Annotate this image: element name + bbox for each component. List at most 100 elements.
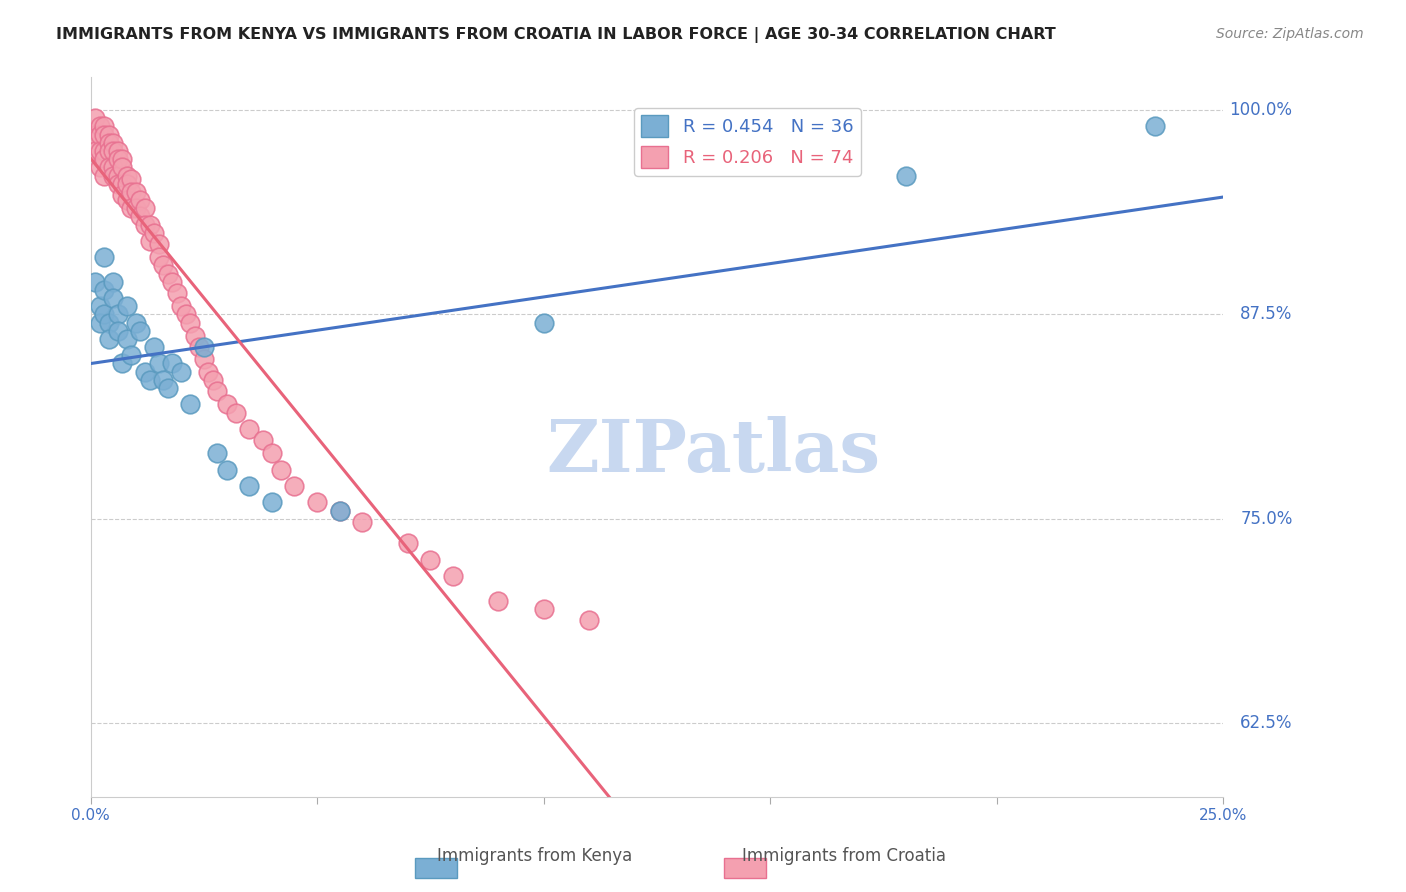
Point bbox=[238, 422, 260, 436]
Point bbox=[120, 185, 142, 199]
Point bbox=[166, 286, 188, 301]
Point bbox=[352, 515, 374, 529]
Point bbox=[97, 128, 120, 142]
Point bbox=[238, 479, 260, 493]
Point bbox=[329, 503, 352, 517]
Point bbox=[93, 152, 115, 166]
Point bbox=[89, 128, 111, 142]
Point bbox=[93, 128, 115, 142]
Point bbox=[107, 324, 129, 338]
Point bbox=[179, 316, 201, 330]
Point bbox=[107, 152, 129, 166]
Point bbox=[260, 495, 283, 509]
Point bbox=[89, 161, 111, 175]
Point bbox=[160, 357, 183, 371]
Point bbox=[533, 601, 555, 615]
Point bbox=[107, 308, 129, 322]
Point bbox=[97, 161, 120, 175]
Point bbox=[115, 177, 138, 191]
Text: 75.0%: 75.0% bbox=[1240, 510, 1292, 528]
Point bbox=[107, 144, 129, 158]
Point bbox=[134, 201, 156, 215]
Point bbox=[156, 267, 179, 281]
Point bbox=[134, 365, 156, 379]
Point bbox=[93, 169, 115, 183]
Point bbox=[225, 405, 247, 419]
Point bbox=[111, 161, 134, 175]
Point bbox=[270, 463, 292, 477]
Point bbox=[115, 193, 138, 207]
Point bbox=[148, 250, 170, 264]
Point bbox=[125, 201, 148, 215]
Point bbox=[103, 169, 125, 183]
Point bbox=[103, 161, 125, 175]
Point bbox=[84, 275, 107, 289]
Point bbox=[170, 299, 193, 313]
Point bbox=[148, 237, 170, 252]
Point bbox=[188, 340, 211, 354]
Point bbox=[160, 275, 183, 289]
Point bbox=[307, 495, 329, 509]
Point bbox=[152, 259, 174, 273]
Point bbox=[97, 144, 120, 158]
Point bbox=[84, 144, 107, 158]
Point bbox=[120, 201, 142, 215]
Point bbox=[103, 136, 125, 150]
Text: ZIPatlas: ZIPatlas bbox=[547, 416, 880, 487]
Point bbox=[97, 316, 120, 330]
Point bbox=[89, 316, 111, 330]
Point bbox=[143, 340, 166, 354]
Text: IMMIGRANTS FROM KENYA VS IMMIGRANTS FROM CROATIA IN LABOR FORCE | AGE 30-34 CORR: IMMIGRANTS FROM KENYA VS IMMIGRANTS FROM… bbox=[56, 27, 1056, 43]
Text: Immigrants from Kenya: Immigrants from Kenya bbox=[437, 847, 631, 865]
Point bbox=[170, 365, 193, 379]
Point bbox=[134, 218, 156, 232]
Point bbox=[129, 193, 152, 207]
Point bbox=[193, 340, 215, 354]
Point bbox=[89, 299, 111, 313]
Point bbox=[103, 275, 125, 289]
Point bbox=[152, 373, 174, 387]
Text: Source: ZipAtlas.com: Source: ZipAtlas.com bbox=[1216, 27, 1364, 41]
Point bbox=[193, 351, 215, 366]
Point bbox=[252, 434, 274, 448]
Point bbox=[107, 169, 129, 183]
Point bbox=[1144, 120, 1167, 134]
Text: 100.0%: 100.0% bbox=[1230, 101, 1292, 120]
Point bbox=[93, 308, 115, 322]
Point bbox=[578, 613, 600, 627]
Point bbox=[441, 569, 464, 583]
Point bbox=[84, 128, 107, 142]
Point bbox=[93, 120, 115, 134]
Point bbox=[129, 210, 152, 224]
Point bbox=[111, 357, 134, 371]
Point bbox=[138, 218, 160, 232]
Point bbox=[97, 332, 120, 346]
Point bbox=[93, 250, 115, 264]
Point bbox=[215, 463, 238, 477]
Point bbox=[197, 365, 219, 379]
Point bbox=[260, 446, 283, 460]
Point bbox=[283, 479, 305, 493]
Point bbox=[143, 226, 166, 240]
Point bbox=[115, 299, 138, 313]
Point bbox=[215, 397, 238, 411]
Point bbox=[533, 316, 555, 330]
Point bbox=[207, 446, 229, 460]
Point bbox=[138, 234, 160, 248]
Point bbox=[93, 144, 115, 158]
Point bbox=[97, 136, 120, 150]
Point bbox=[93, 283, 115, 297]
Point bbox=[184, 328, 207, 343]
Point bbox=[89, 144, 111, 158]
Point bbox=[179, 397, 201, 411]
Point bbox=[103, 144, 125, 158]
Point bbox=[111, 152, 134, 166]
Point bbox=[125, 316, 148, 330]
Point bbox=[148, 357, 170, 371]
Point bbox=[125, 185, 148, 199]
Point bbox=[201, 373, 224, 387]
Point bbox=[486, 593, 509, 607]
Point bbox=[174, 308, 197, 322]
Point bbox=[396, 536, 419, 550]
Point bbox=[89, 120, 111, 134]
